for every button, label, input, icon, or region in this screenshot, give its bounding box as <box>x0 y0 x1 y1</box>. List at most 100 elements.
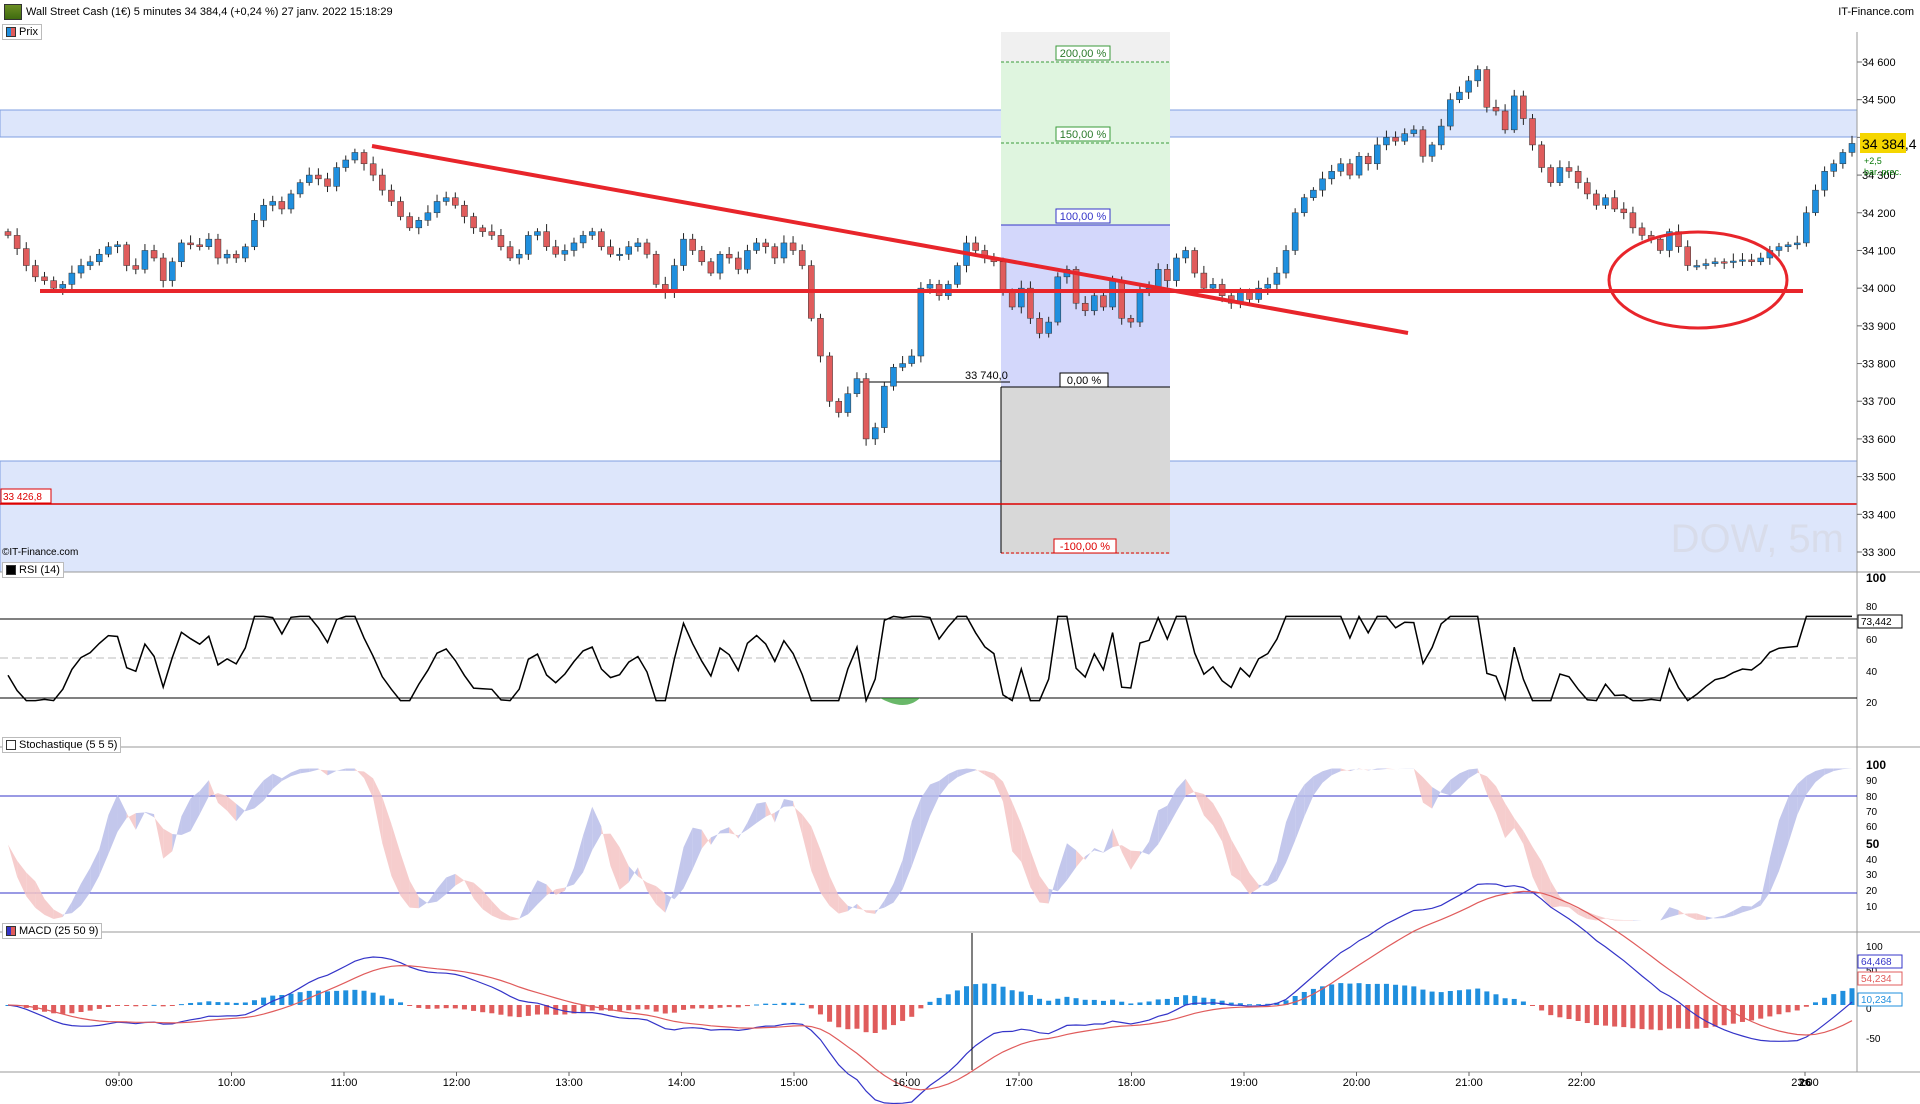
macd-histogram-bar <box>873 1005 878 1033</box>
stoch-tick-label: 50 <box>1866 837 1880 851</box>
macd-histogram-bar <box>1256 1004 1261 1005</box>
candle-body <box>1119 281 1125 319</box>
macd-histogram-bar <box>1201 998 1206 1005</box>
macd-histogram-bar <box>663 1005 668 1014</box>
price-change-note: bar. prec. <box>1864 167 1902 177</box>
candle-body <box>1812 190 1818 213</box>
macd-histogram-bar <box>1776 1005 1781 1014</box>
macd-histogram-bar <box>252 1000 257 1005</box>
candle-body <box>845 394 851 413</box>
stoch-band <box>1706 917 1715 920</box>
macd-histogram-bar <box>1183 995 1188 1005</box>
macd-histogram-bar <box>1813 1002 1818 1005</box>
candle-body <box>1055 277 1061 322</box>
stoch-band <box>1131 851 1140 870</box>
candle-body <box>1100 296 1106 307</box>
macd-histogram-bar <box>1247 1004 1252 1005</box>
macd-histogram-bar <box>1786 1005 1791 1012</box>
stoch-band <box>1204 794 1213 825</box>
candle-body <box>1374 145 1380 164</box>
time-tick-label: 12:00 <box>443 1077 471 1089</box>
candle-body <box>1539 145 1545 168</box>
macd-histogram-bar <box>243 1002 248 1005</box>
candle-body <box>1128 318 1134 322</box>
stoch-band <box>81 868 90 905</box>
macd-histogram-bar <box>288 994 293 1005</box>
stoch-band <box>346 769 355 771</box>
stoch-band <box>1003 782 1012 852</box>
stoch-band <box>446 874 455 894</box>
candle-body <box>681 239 687 265</box>
macd-panel-label[interactable]: MACD (25 50 9) <box>2 923 102 939</box>
rsi-panel <box>0 616 1857 705</box>
stoch-band <box>145 812 154 817</box>
macd-histogram-bar <box>352 990 357 1005</box>
time-tick-label: 15:00 <box>780 1077 808 1089</box>
stoch-band <box>720 827 729 833</box>
macd-histogram-bar <box>1795 1005 1800 1010</box>
stoch-band <box>556 888 565 895</box>
stoch-band <box>976 769 985 775</box>
stoch-band <box>702 830 711 849</box>
candle-body <box>1247 292 1253 300</box>
macd-histogram-bar <box>827 1005 832 1022</box>
stoch-band <box>1834 769 1843 771</box>
macd-histogram-bar <box>1576 1005 1581 1021</box>
candle-body <box>178 243 184 262</box>
support-zone <box>0 461 1857 572</box>
candle-body <box>1347 164 1353 175</box>
macd-histogram-bar <box>471 1005 476 1011</box>
stoch-band <box>1250 873 1259 894</box>
rsi-oversold-fill <box>880 698 920 705</box>
candle-body <box>1183 250 1189 258</box>
stoch-band <box>1825 769 1834 775</box>
chart-titlebar: Wall Street Cash (1€) 5 minutes 34 384,4… <box>0 0 1920 24</box>
stoch-panel-label[interactable]: Stochastique (5 5 5) <box>2 737 121 753</box>
stoch-tick-label: 30 <box>1866 870 1878 881</box>
stoch-band <box>245 791 254 811</box>
rsi-panel-label[interactable]: RSI (14) <box>2 562 64 578</box>
stoch-band <box>820 850 829 906</box>
candle-body <box>1338 164 1344 172</box>
macd-histogram-bar <box>407 1005 412 1006</box>
macd-histogram-bar <box>88 1005 93 1011</box>
macd-histogram-bar <box>1840 991 1845 1005</box>
price-swatch-icon <box>6 27 16 37</box>
stoch-band <box>1505 803 1514 838</box>
stoch-tick-label: 100 <box>1866 758 1886 772</box>
stoch-band <box>1478 769 1487 794</box>
candle-body <box>1210 284 1216 288</box>
stoch-band <box>1368 769 1377 771</box>
stoch-band <box>464 880 473 898</box>
stoch-band <box>1797 776 1806 815</box>
candle-body <box>1091 296 1097 311</box>
macd-histogram-bar <box>845 1005 850 1029</box>
macd-histogram-bar <box>42 1005 47 1012</box>
macd-histogram-bar <box>745 1005 750 1006</box>
stoch-band <box>1295 785 1304 841</box>
macd-histogram-bar <box>1512 999 1517 1005</box>
stoch-band <box>1450 773 1459 795</box>
stoch-band <box>1606 918 1615 920</box>
candle-body <box>461 205 467 216</box>
candle-body <box>1840 152 1846 163</box>
stoch-band <box>136 812 145 830</box>
candle-body <box>1593 194 1599 205</box>
trading-chart[interactable]: 200,00 % 150,00 % 100,00 % 0,00 % -100,0… <box>0 24 1920 1104</box>
stoch-band <box>1186 779 1195 796</box>
macd-histogram-bar <box>1640 1005 1645 1029</box>
candle-body <box>1730 261 1736 263</box>
macd-histogram-bar <box>1539 1005 1544 1010</box>
macd-histogram-bar <box>955 990 960 1005</box>
candle-body <box>1557 168 1563 183</box>
stoch-band <box>939 774 948 796</box>
stoch-band <box>382 797 391 876</box>
macd-histogram-bar <box>973 984 978 1005</box>
price-panel-label[interactable]: Prix <box>2 24 42 40</box>
candle-body <box>781 243 787 258</box>
candle-body <box>918 288 924 356</box>
highlight-ellipse[interactable] <box>1609 232 1787 328</box>
macd-histogram-bar <box>800 1004 805 1005</box>
stoch-band <box>747 804 756 830</box>
candle-body <box>872 428 878 439</box>
